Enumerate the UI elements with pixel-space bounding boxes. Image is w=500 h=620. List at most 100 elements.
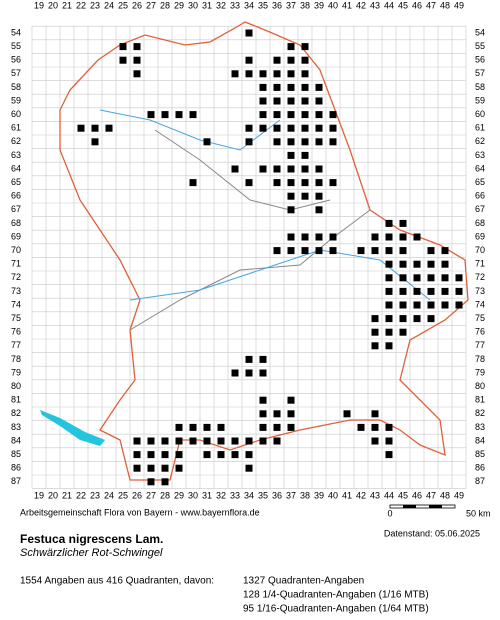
occurrence-square: [371, 437, 379, 445]
occurrence-square: [385, 274, 393, 282]
occurrence-square: [287, 56, 295, 64]
occurrence-square: [301, 111, 309, 119]
occurrence-square: [273, 124, 281, 132]
occurrence-square: [301, 70, 309, 78]
row-label: 66: [11, 191, 21, 201]
occurrence-square: [371, 410, 379, 418]
occurrence-square: [427, 274, 435, 282]
occurrence-square: [287, 111, 295, 119]
occurrence-square: [301, 247, 309, 255]
occurrence-square: [133, 464, 141, 472]
column-label: 35: [258, 490, 268, 500]
row-label: 74: [11, 299, 21, 309]
occurrence-square: [259, 97, 267, 105]
occurrence-square: [413, 301, 421, 309]
row-label: 80: [475, 381, 485, 391]
column-label: 47: [426, 490, 436, 500]
occurrence-square: [441, 260, 449, 268]
occurrence-square: [427, 260, 435, 268]
occurrence-square: [273, 111, 281, 119]
detail: 1327 Quadranten-Angaben: [243, 576, 364, 587]
column-label: 29: [174, 490, 184, 500]
occurrences: [77, 29, 463, 486]
row-label: 67: [11, 204, 21, 214]
occurrence-square: [399, 247, 407, 255]
occurrence-square: [315, 179, 323, 187]
occurrence-square: [147, 451, 155, 459]
row-label: 67: [475, 204, 485, 214]
occurrence-square: [371, 328, 379, 336]
column-label: 43: [370, 490, 380, 500]
occurrence-square: [301, 83, 309, 91]
occurrence-square: [231, 437, 239, 445]
occurrence-square: [399, 233, 407, 241]
occurrence-square: [175, 437, 183, 445]
row-label: 77: [475, 340, 485, 350]
column-label: 24: [104, 490, 114, 500]
row-label: 56: [475, 55, 485, 65]
row-label: 81: [11, 395, 21, 405]
occurrence-square: [329, 138, 337, 146]
occurrence-square: [371, 315, 379, 323]
column-label: 42: [356, 0, 366, 10]
column-label: 30: [188, 0, 198, 10]
column-label: 46: [412, 0, 422, 10]
occurrence-square: [455, 301, 463, 309]
occurrence-square: [77, 124, 85, 132]
occurrence-square: [385, 233, 393, 241]
occurrence-square: [399, 219, 407, 227]
occurrence-square: [273, 247, 281, 255]
scale-bar-segment: [429, 505, 442, 508]
column-label: 49: [454, 0, 464, 10]
column-label: 27: [146, 490, 156, 500]
occurrence-square: [203, 437, 211, 445]
occurrence-square: [301, 97, 309, 105]
district-border: [154, 129, 331, 211]
column-label: 33: [230, 490, 240, 500]
row-label: 58: [475, 82, 485, 92]
occurrence-square: [217, 437, 225, 445]
row-label: 80: [11, 381, 21, 391]
row-label: 83: [11, 422, 21, 432]
occurrence-square: [455, 287, 463, 295]
occurrence-square: [287, 206, 295, 214]
occurrence-square: [287, 138, 295, 146]
column-label: 33: [230, 0, 240, 10]
occurrence-square: [427, 315, 435, 323]
occurrence-square: [371, 233, 379, 241]
column-label: 21: [62, 0, 72, 10]
row-label: 75: [11, 313, 21, 323]
scale-bar-segment: [403, 505, 416, 508]
occurrence-square: [161, 478, 169, 486]
occurrence-square: [301, 138, 309, 146]
occurrence-square: [315, 138, 323, 146]
occurrence-square: [287, 97, 295, 105]
occurrence-square: [175, 451, 183, 459]
occurrence-square: [161, 111, 169, 119]
occurrence-square: [343, 410, 351, 418]
row-label: 65: [475, 177, 485, 187]
row-label: 83: [475, 422, 485, 432]
column-label: 31: [202, 0, 212, 10]
occurrence-square: [217, 451, 225, 459]
column-label: 27: [146, 0, 156, 10]
occurrence-square: [287, 165, 295, 173]
column-label: 19: [34, 0, 44, 10]
row-label: 76: [11, 327, 21, 337]
occurrence-square: [413, 274, 421, 282]
row-label: 70: [11, 245, 21, 255]
occurrence-square: [301, 233, 309, 241]
occurrence-square: [385, 301, 393, 309]
column-label: 26: [132, 490, 142, 500]
occurrence-square: [399, 328, 407, 336]
row-label: 74: [475, 299, 485, 309]
row-label: 59: [11, 95, 21, 105]
row-label: 79: [475, 367, 485, 377]
occurrence-square: [175, 464, 183, 472]
column-label: 20: [48, 490, 58, 500]
row-label: 64: [475, 163, 485, 173]
column-label: 28: [160, 490, 170, 500]
occurrence-square: [357, 423, 365, 431]
column-label: 24: [104, 0, 114, 10]
occurrence-square: [259, 410, 267, 418]
